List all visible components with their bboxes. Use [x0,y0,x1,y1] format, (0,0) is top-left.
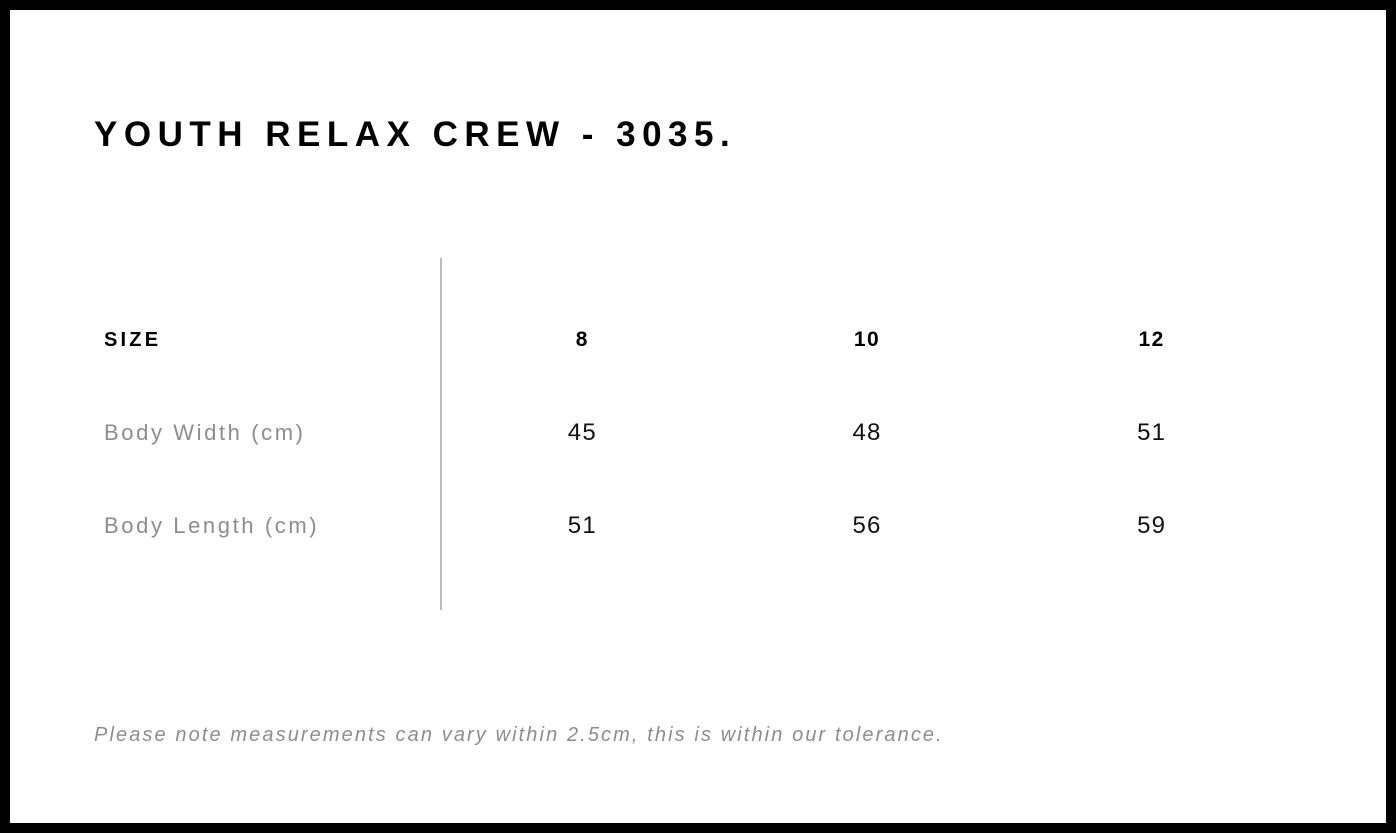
measurement-tolerance-note: Please note measurements can vary within… [94,724,944,746]
cell-body-length-size-10: 56 [852,512,882,539]
table-column-divider [440,258,442,610]
table-header-row: SIZE 8 10 12 [94,320,1294,360]
page-frame: YOUTH RELAX CREW - 3035. SIZE 8 10 12 Bo… [10,10,1386,823]
page-title: YOUTH RELAX CREW - 3035. [94,115,737,154]
table-header-size-12: 12 [1138,328,1165,351]
table-row: Body Length (cm) 51 56 59 [94,506,1294,546]
cell-body-width-size-8: 45 [567,419,597,446]
row-label-body-width: Body Width (cm) [104,420,306,445]
table-row: Body Width (cm) 45 48 51 [94,413,1294,453]
size-chart-table: SIZE 8 10 12 Body Width (cm) 45 48 51 Bo… [94,258,1294,618]
cell-body-length-size-12: 59 [1137,512,1167,539]
cell-body-length-size-8: 51 [567,512,597,539]
row-label-body-length: Body Length (cm) [104,513,320,538]
table-header-size-8: 8 [575,328,589,351]
cell-body-width-size-10: 48 [852,419,882,446]
cell-body-width-size-12: 51 [1137,419,1167,446]
table-header-size-10: 10 [853,328,881,351]
table-header-label-size: SIZE [104,328,162,351]
